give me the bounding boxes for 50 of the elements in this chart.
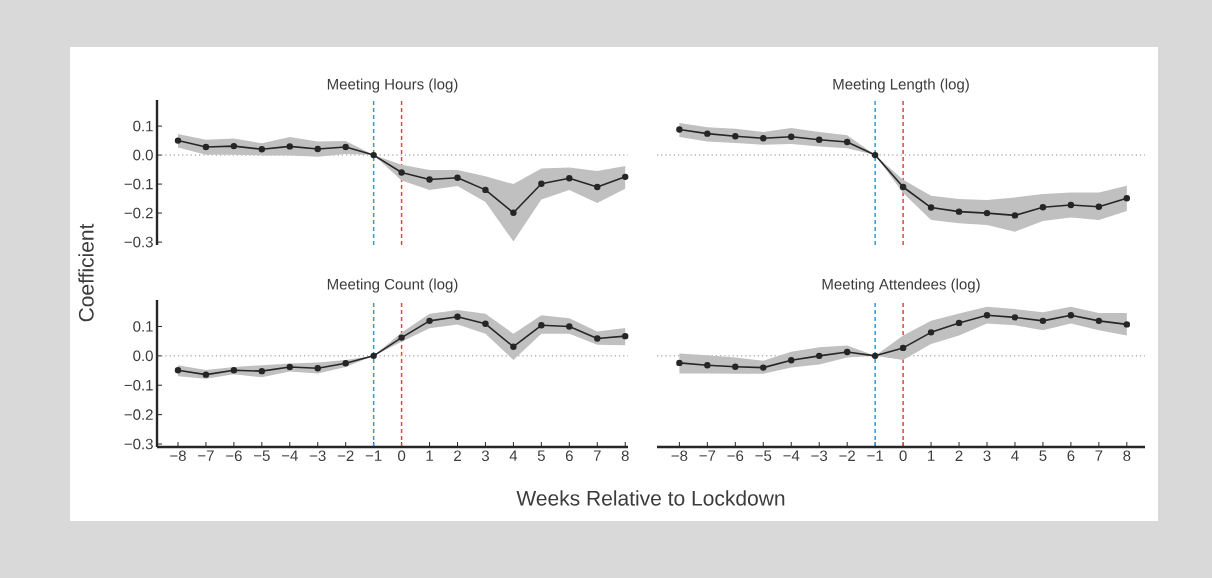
x-tick-label: 7 <box>1095 450 1103 461</box>
y-tick-label: 0.1 <box>133 120 153 132</box>
x-tick-label: 4 <box>1011 450 1019 461</box>
y-tick-label: −0.1 <box>124 178 153 190</box>
x-tick-label: 5 <box>1039 450 1047 461</box>
x-tick-label: 7 <box>593 450 601 461</box>
x-tick-label: −3 <box>309 450 326 462</box>
x-tick-label: −5 <box>254 450 270 461</box>
chart-title: Meeting Attendees (log) <box>822 278 980 293</box>
y-tick-label: 0.1 <box>133 321 153 332</box>
x-tick-label: −6 <box>226 450 242 462</box>
x-tick-label: 0 <box>398 450 406 462</box>
y-tick-label: −0.1 <box>124 379 153 391</box>
x-tick-label: −8 <box>170 450 186 462</box>
y-tick-label: −0.3 <box>124 438 153 450</box>
y-tick-label: −0.2 <box>124 409 153 420</box>
x-tick-label: 0 <box>899 450 907 462</box>
x-tick-label: −8 <box>671 450 688 462</box>
x-tick-label: −6 <box>727 450 744 462</box>
y-tick-label: −0.2 <box>124 207 153 219</box>
x-tick-label: −1 <box>867 450 883 461</box>
x-tick-label: −2 <box>839 450 855 461</box>
x-tick-label: 4 <box>509 450 518 461</box>
x-tick-label: −7 <box>198 450 214 461</box>
y-tick-label: −0.3 <box>124 236 153 248</box>
x-tick-label: −4 <box>281 450 298 461</box>
x-tick-label: −3 <box>811 450 828 462</box>
x-tick-label: −1 <box>365 450 382 461</box>
x-tick-label: 6 <box>1067 450 1075 462</box>
x-tick-label: 1 <box>928 450 935 461</box>
x-tick-label: 3 <box>983 450 991 462</box>
y-tick-label: 0.0 <box>133 149 153 161</box>
x-axis-title: Weeks Relative to Lockdown <box>516 490 785 506</box>
x-tick-label: −7 <box>699 450 716 461</box>
chart-title: Meeting Count (log) <box>327 278 458 293</box>
x-tick-label: 3 <box>481 450 489 462</box>
chart-title: Meeting Length (log) <box>833 78 969 93</box>
x-tick-label: 6 <box>565 450 573 462</box>
x-tick-label: 2 <box>454 450 461 461</box>
x-tick-label: 8 <box>1123 450 1131 462</box>
y-tick-label: 0.0 <box>133 350 153 362</box>
x-tick-label: 5 <box>537 450 545 461</box>
x-tick-label: −4 <box>783 450 800 461</box>
x-tick-label: −2 <box>337 450 354 461</box>
y-axis-title: Coefficient <box>78 223 94 322</box>
x-tick-label: −5 <box>755 450 772 461</box>
x-tick-label: 2 <box>955 450 963 461</box>
x-tick-label: 8 <box>621 450 629 462</box>
chart-title: Meeting Hours (log) <box>327 78 458 93</box>
x-tick-label: 1 <box>426 450 433 461</box>
